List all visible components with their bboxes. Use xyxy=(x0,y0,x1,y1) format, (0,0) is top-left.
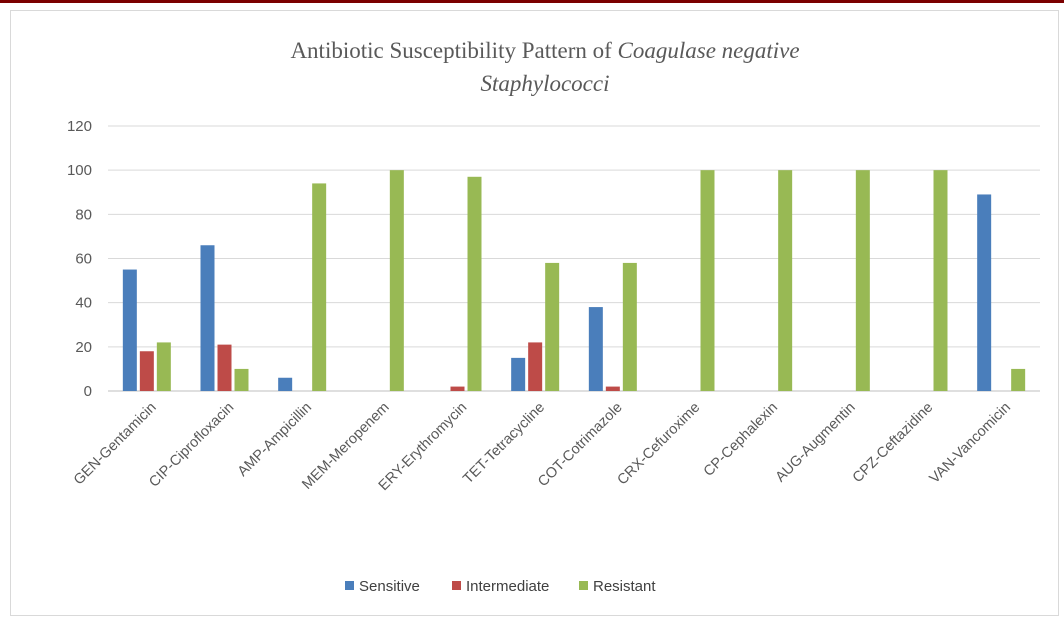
bar-resistant xyxy=(1011,368,1026,391)
bar-resistant xyxy=(389,170,404,391)
bar-resistant xyxy=(778,170,793,391)
x-category-label: CIP-Ciprofloxacin xyxy=(146,400,237,491)
legend-swatch-intermediate xyxy=(452,581,461,590)
y-axis-ticks: 0 20 40 60 80 100 120 xyxy=(67,118,92,400)
bar-resistant xyxy=(700,170,715,391)
bar-resistant xyxy=(467,176,482,391)
y-tick-label: 80 xyxy=(75,206,92,223)
x-category-label: CP-Cephalexin xyxy=(701,400,781,480)
x-axis-categories: GEN-GentamicinCIP-CiprofloxacinAMP-Ampic… xyxy=(71,400,1014,495)
bar-intermediate xyxy=(139,351,154,391)
bar-sensitive xyxy=(122,269,137,391)
bar-sensitive xyxy=(588,307,603,391)
bar-resistant xyxy=(933,170,948,391)
legend-swatch-resistant xyxy=(579,581,588,590)
legend-swatch-sensitive xyxy=(345,581,354,590)
bar-resistant xyxy=(234,368,249,391)
bar-sensitive xyxy=(278,377,293,391)
legend: Sensitive Intermediate Resistant xyxy=(345,578,656,595)
y-tick-label: 60 xyxy=(75,251,92,268)
header-rule xyxy=(0,0,1064,3)
y-tick-label: 40 xyxy=(75,295,92,312)
chart-frame xyxy=(10,10,1059,616)
bar-intermediate xyxy=(450,386,465,391)
x-category-label: AUG-Augmentin xyxy=(773,400,859,486)
chart-title-italic-2: Staphylococci xyxy=(480,71,609,96)
bar-resistant xyxy=(156,342,171,391)
bars xyxy=(122,170,1026,391)
gridlines xyxy=(108,125,1040,392)
chart-title-italic-1: Coagulase negative xyxy=(618,38,800,63)
legend-label-intermediate: Intermediate xyxy=(466,578,549,595)
bar-sensitive xyxy=(200,245,215,391)
x-category-label: CRX-Cefuroxime xyxy=(615,400,704,489)
y-tick-label: 120 xyxy=(67,118,92,135)
x-category-label: COT-Cotrimazole xyxy=(535,400,626,491)
chart-title-line-2: Staphylococci xyxy=(480,71,609,96)
bar-resistant xyxy=(545,262,560,391)
x-category-label: CPZ-Ceftazidine xyxy=(850,400,937,487)
y-tick-label: 100 xyxy=(67,162,92,179)
chart-title: Antibiotic Susceptibility Pattern of xyxy=(290,38,612,63)
x-category-label: AMP-Ampicillin xyxy=(235,400,315,480)
x-category-label: VAN-Vancomicin xyxy=(927,400,1014,487)
bar-resistant xyxy=(855,170,870,391)
bar-sensitive xyxy=(977,194,992,391)
x-category-label: TET-Tetracycline xyxy=(460,400,548,488)
bar-intermediate xyxy=(217,344,232,391)
chart-title-line-1: Antibiotic Susceptibility Pattern of Coa… xyxy=(290,38,799,63)
bar-intermediate xyxy=(605,386,620,391)
y-tick-label: 0 xyxy=(84,383,92,400)
y-tick-label: 20 xyxy=(75,339,92,356)
x-category-label: GEN-Gentamicin xyxy=(71,400,160,489)
bar-resistant xyxy=(622,262,637,391)
bar-resistant xyxy=(312,183,327,391)
x-category-label: ERY-Erythromycin xyxy=(376,400,471,495)
legend-label-resistant: Resistant xyxy=(593,578,656,595)
bar-intermediate xyxy=(528,342,543,391)
bar-sensitive xyxy=(511,357,526,391)
legend-label-sensitive: Sensitive xyxy=(359,578,420,595)
